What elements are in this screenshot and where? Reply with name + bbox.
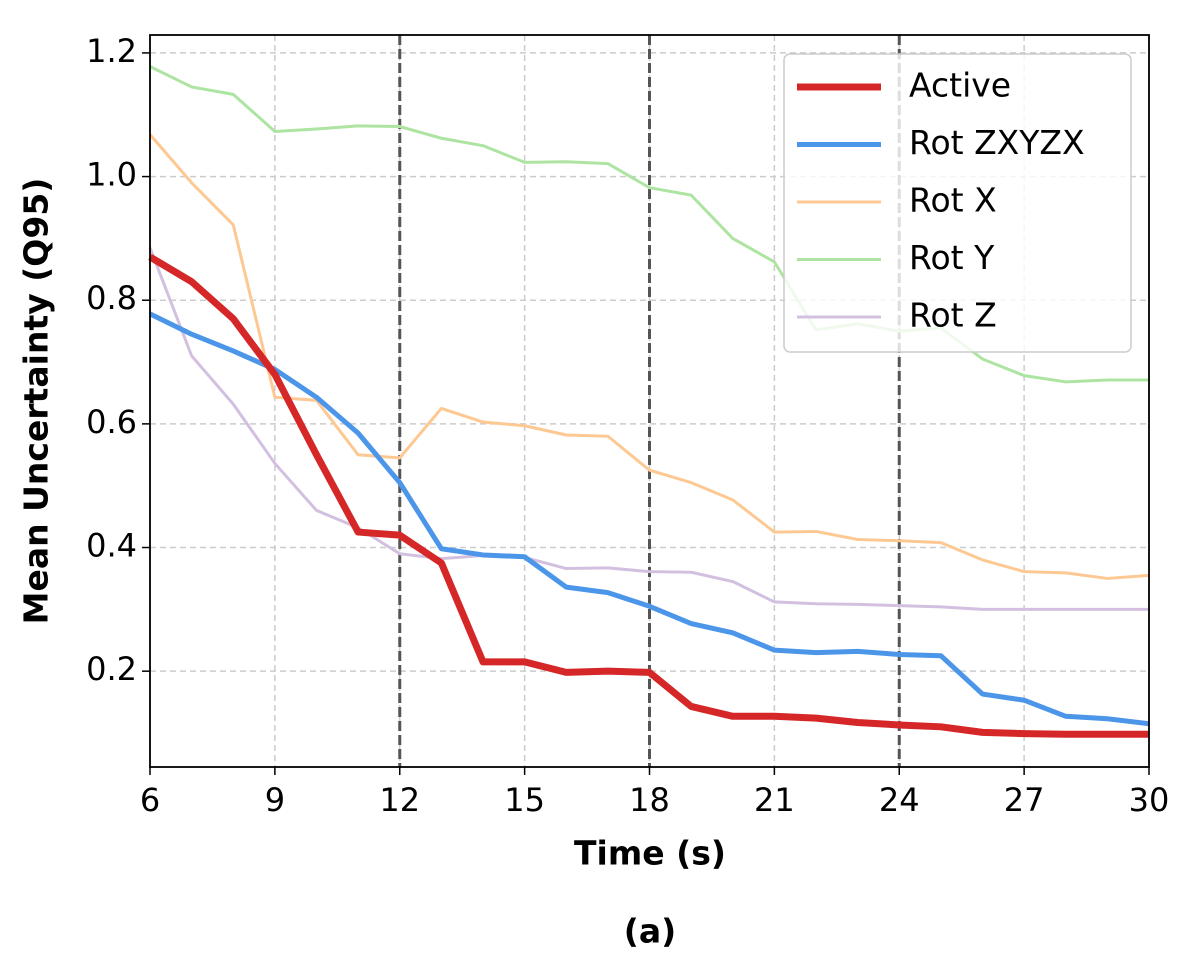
x-axis-label: Time (s) [574,834,726,873]
y-tick-label: 1.0 [86,156,137,194]
plot-frame [149,34,1150,768]
legend-label: Active [909,66,1011,105]
legend-box [783,53,1132,353]
series-line [148,253,1149,738]
x-tick-label: 24 [879,781,920,819]
caption: (a) [624,912,676,951]
y-tick-label: 0.6 [86,403,137,441]
y-tick-label: 0.4 [86,527,137,565]
y-tick-label: 0.8 [86,279,137,317]
legend-label: Rot Z [909,296,997,335]
x-tick-label: 12 [379,781,420,819]
series-line [149,65,1149,384]
x-tick-label: 15 [504,781,545,819]
y-tick-label: 0.2 [86,650,137,688]
x-tick-label: 9 [265,781,285,819]
x-tick-label: 30 [1129,781,1170,819]
x-tick-label: 18 [629,781,670,819]
legend-label: Rot Y [909,238,995,277]
y-tick-label: 1.2 [86,32,137,70]
y-axis-label: Mean Uncertainty (Q95) [17,178,56,625]
legend-label: Rot ZXYZX [909,123,1085,162]
x-tick-label: 6 [140,781,160,819]
legend: Active Rot ZXYZX Rot X Rot Y Rot Z [783,53,1132,353]
series-line [148,311,1150,727]
series-line [148,247,1149,611]
x-tick-label: 21 [754,781,795,819]
legend-label: Rot X [909,181,997,220]
x-tick-label: 27 [1004,781,1045,819]
